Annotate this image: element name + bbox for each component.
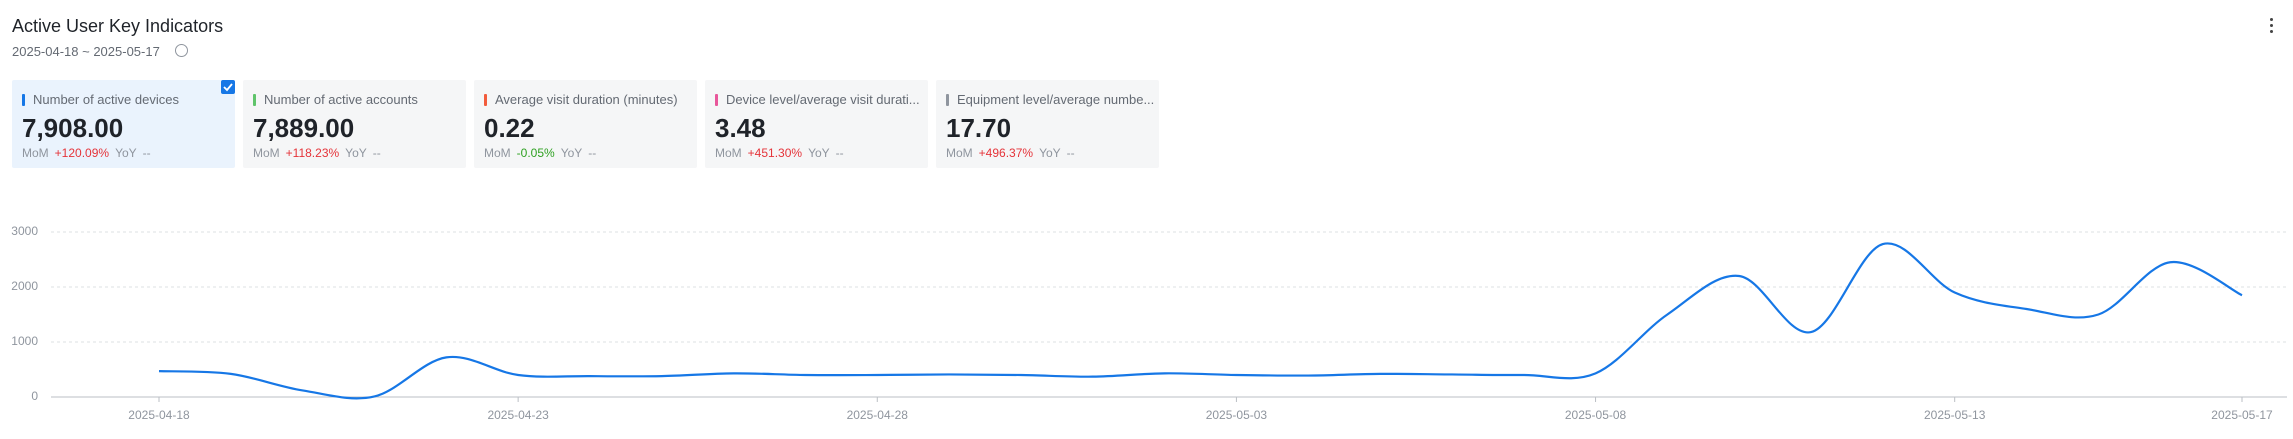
card-value: 7,908.00	[22, 113, 124, 143]
metric-card[interactable]: Number of active devices 7,908.00 MoM +120.…	[12, 80, 235, 168]
metric-card[interactable]: Device level/average visit durati... 3.48…	[705, 80, 928, 168]
y-tick-label: 0	[31, 389, 38, 403]
card-label: Number of active devices	[33, 92, 179, 107]
x-tick-label: 2025-04-18	[128, 408, 190, 422]
card-footer: MoM +451.30% YoY --	[715, 146, 850, 160]
card-label: Number of active accounts	[264, 92, 418, 107]
mom-value: +451.30%	[747, 146, 803, 160]
x-tick-label: 2025-05-08	[1565, 408, 1627, 422]
card-value: 3.48	[715, 113, 766, 143]
color-indicator	[946, 94, 949, 106]
card-value: 17.70	[946, 113, 1012, 143]
yoy-label: YoY	[1039, 146, 1061, 160]
mom-label: MoM	[484, 146, 511, 160]
mom-value: -0.05%	[516, 146, 555, 160]
y-tick-label: 2000	[11, 279, 38, 293]
yoy-label: YoY	[808, 146, 830, 160]
mom-label: MoM	[253, 146, 280, 160]
yoy-label: YoY	[345, 146, 367, 160]
yoy-label: YoY	[115, 146, 137, 160]
card-footer: MoM +118.23% YoY --	[253, 146, 387, 160]
date-range[interactable]: 2025-04-18 ~ 2025-05-17	[12, 44, 160, 59]
yoy-value: --	[588, 146, 597, 160]
card-footer: MoM -0.05% YoY --	[484, 146, 602, 160]
line-series	[158, 242, 2243, 400]
clock-icon[interactable]	[175, 44, 188, 57]
card-value: 0.22	[484, 113, 535, 143]
yoy-value: --	[142, 146, 151, 160]
y-tick-label: 1000	[11, 334, 38, 348]
mom-label: MoM	[22, 146, 49, 160]
card-value: 7,889.00	[253, 113, 355, 143]
card-label: Average visit duration (minutes)	[495, 92, 678, 107]
mom-value: +496.37%	[978, 146, 1034, 160]
metric-card[interactable]: Equipment level/average numbe... 17.70 MoM…	[936, 80, 1159, 168]
x-tick-label: 2025-04-28	[847, 408, 909, 422]
color-indicator	[253, 94, 256, 106]
checkbox[interactable]	[221, 80, 235, 94]
metric-card[interactable]: Average visit duration (minutes) 0.22 MoM -…	[474, 80, 697, 168]
title: Active User Key Indicators	[12, 16, 224, 36]
x-tick-label: 2025-05-17	[2211, 408, 2273, 422]
color-indicator	[715, 94, 718, 106]
mom-label: MoM	[715, 146, 742, 160]
color-indicator	[22, 94, 25, 106]
card-label: Device level/average visit durati...	[726, 92, 920, 107]
yoy-label: YoY	[560, 146, 583, 160]
x-tick-label: 2025-04-23	[487, 408, 549, 422]
mom-value: +118.23%	[285, 146, 340, 160]
metric-card[interactable]: Number of active accounts 7,889.00 MoM +118…	[243, 80, 466, 168]
card-label: Equipment level/average numbe...	[957, 92, 1155, 107]
yoy-value: --	[372, 146, 381, 160]
mom-value: +120.09%	[54, 146, 110, 160]
yoy-value: --	[1066, 146, 1075, 160]
mom-label: MoM	[946, 146, 973, 160]
x-tick-label: 2025-05-13	[1924, 408, 1986, 422]
y-tick-label: 3000	[11, 224, 38, 238]
card-footer: MoM +120.09% YoY --	[22, 146, 157, 160]
more-menu[interactable]	[2270, 18, 2274, 36]
yoy-value: --	[835, 146, 844, 160]
card-footer: MoM +496.37% YoY --	[946, 146, 1081, 160]
x-tick-label: 2025-05-03	[1206, 408, 1268, 422]
color-indicator	[484, 94, 487, 106]
